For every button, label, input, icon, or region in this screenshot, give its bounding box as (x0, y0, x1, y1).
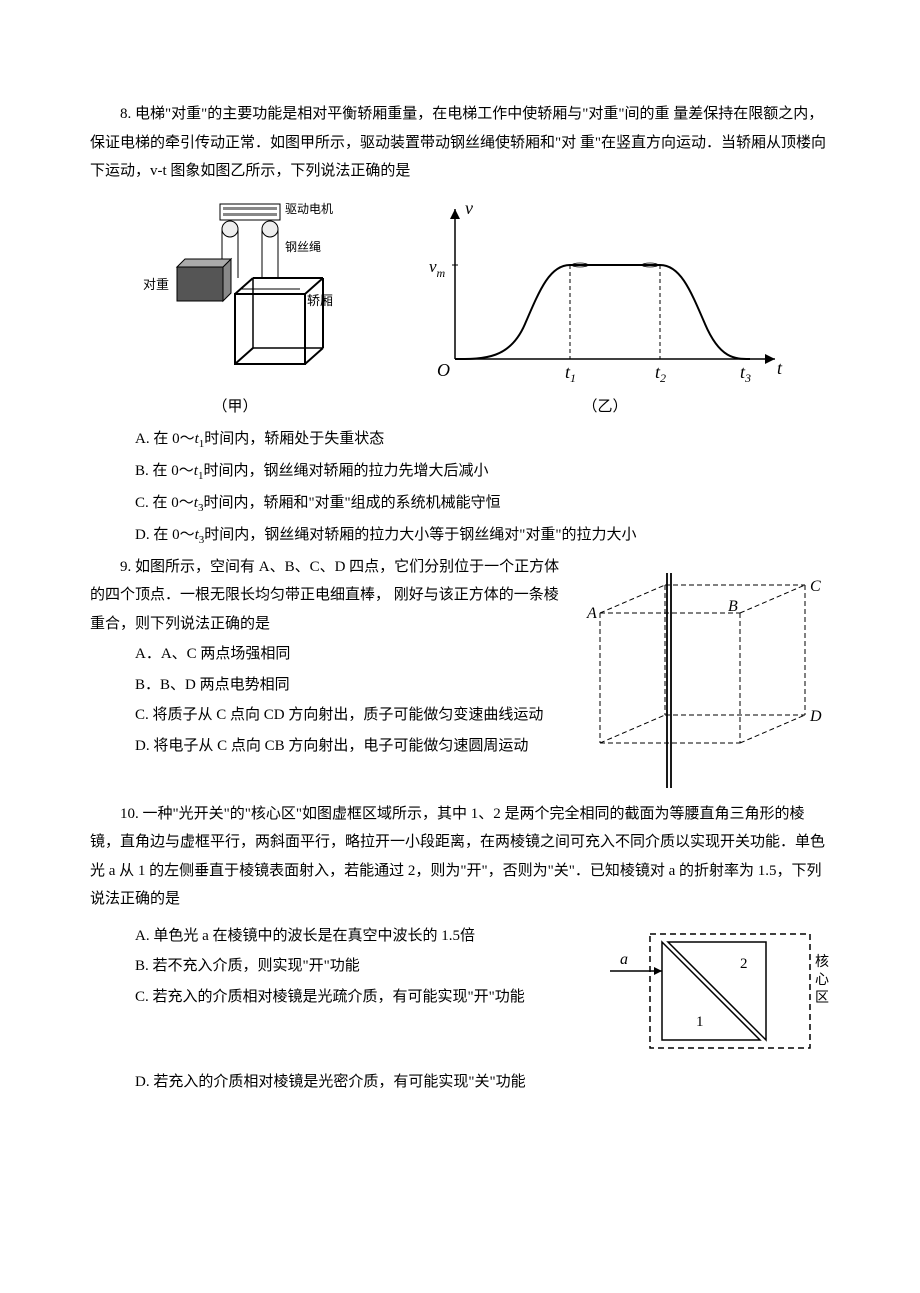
q10-opt-a: A. 单色光 a 在棱镜中的波长是在真空中波长的 1.5倍 (90, 922, 590, 951)
origin-label: O (437, 360, 450, 380)
label-a: a (620, 951, 628, 968)
label-1: 1 (696, 1014, 704, 1030)
svg-text:vm: vm (429, 257, 446, 280)
counter-label: 对重 (143, 277, 169, 292)
core-label-2: 心 (815, 972, 829, 988)
q8-figures: 驱动电机 钢丝绳 对重 轿厢 (90, 194, 830, 422)
q9-opt-b: B．B、D 两点电势相同 (90, 671, 560, 700)
t-axis-label: t (777, 358, 783, 378)
label-2: 2 (740, 956, 748, 972)
q10-opt-c: C. 若充入的介质相对棱镜是光疏介质，有可能实现"开"功能 (90, 983, 590, 1012)
q8-caption-a: （甲） (212, 393, 257, 422)
elevator-diagram: 驱动电机 钢丝绳 对重 轿厢 (125, 199, 345, 389)
q8-opt-a: A. 在 0～t1时间内，轿厢处于失重状态 (90, 425, 830, 455)
q9-opt-c: C. 将质子从 C 点向 CD 方向射出，质子可能做匀变速曲线运动 (90, 701, 560, 730)
label-D: D (809, 708, 822, 725)
q10-opt-d: D. 若充入的介质相对棱镜是光密介质，有可能实现"关"功能 (90, 1068, 830, 1097)
svg-text:t2: t2 (655, 362, 666, 385)
q9-opt-a: A．A、C 两点场强相同 (90, 640, 560, 669)
q9-stem: 9. 如图所示，空间有 A、B、C、D 四点，它们分别位于一个正方体的四个顶点．… (90, 553, 560, 639)
rope-label: 钢丝绳 (285, 240, 321, 254)
q8-opt-b: B. 在 0～t1时间内，钢丝绳对轿厢的拉力先增大后减小 (90, 457, 830, 487)
cube-diagram: A B C D (570, 573, 830, 788)
q8-opt-c: C. 在 0～t3时间内，轿厢和"对重"组成的系统机械能守恒 (90, 489, 830, 519)
vt-plot: v vm O t1 t2 t3 t (415, 194, 795, 389)
q10-stem: 10. 一种"光开关"的"核心区"如图虚框区域所示，其中 1、2 是两个完全相同… (90, 800, 830, 914)
v-axis-label: v (465, 198, 473, 218)
q9-fig: A B C D (570, 573, 830, 788)
core-label-1: 核 (815, 954, 829, 970)
q9-text-block: 9. 如图所示，空间有 A、B、C、D 四点，它们分别位于一个正方体的四个顶点．… (90, 553, 560, 763)
motor-label: 驱动电机 (285, 202, 333, 216)
label-C: C (810, 578, 821, 595)
q8-opt-d: D. 在 0～t3时间内，钢丝绳对轿厢的拉力大小等于钢丝绳对"对重"的拉力大小 (90, 521, 830, 551)
prism-diagram: a 1 2 核 心 区 (600, 926, 835, 1056)
q9-opt-d: D. 将电子从 C 点向 CB 方向射出，电子可能做匀速圆周运动 (90, 732, 560, 761)
q10-opt-b: B. 若不充入介质，则实现"开"功能 (90, 952, 590, 981)
svg-text:t1: t1 (565, 362, 576, 385)
svg-text:t3: t3 (740, 362, 751, 385)
q10-text-block: A. 单色光 a 在棱镜中的波长是在真空中波长的 1.5倍 B. 若不充入介质，… (90, 922, 590, 1014)
q8-fig-b: v vm O t1 t2 t3 t （乙） (415, 194, 795, 422)
label-B: B (728, 598, 738, 615)
q10-fig: a 1 2 核 心 区 (600, 926, 830, 1056)
q8-stem: 8. 电梯"对重"的主要功能是相对平衡轿厢重量，在电梯工作中使轿厢与"对重"间的… (90, 100, 830, 186)
label-A: A (586, 605, 597, 622)
q8-caption-b: （乙） (582, 393, 627, 422)
q8-fig-a: 驱动电机 钢丝绳 对重 轿厢 (125, 199, 345, 422)
core-label-3: 区 (815, 990, 829, 1006)
car-label: 轿厢 (307, 293, 333, 308)
